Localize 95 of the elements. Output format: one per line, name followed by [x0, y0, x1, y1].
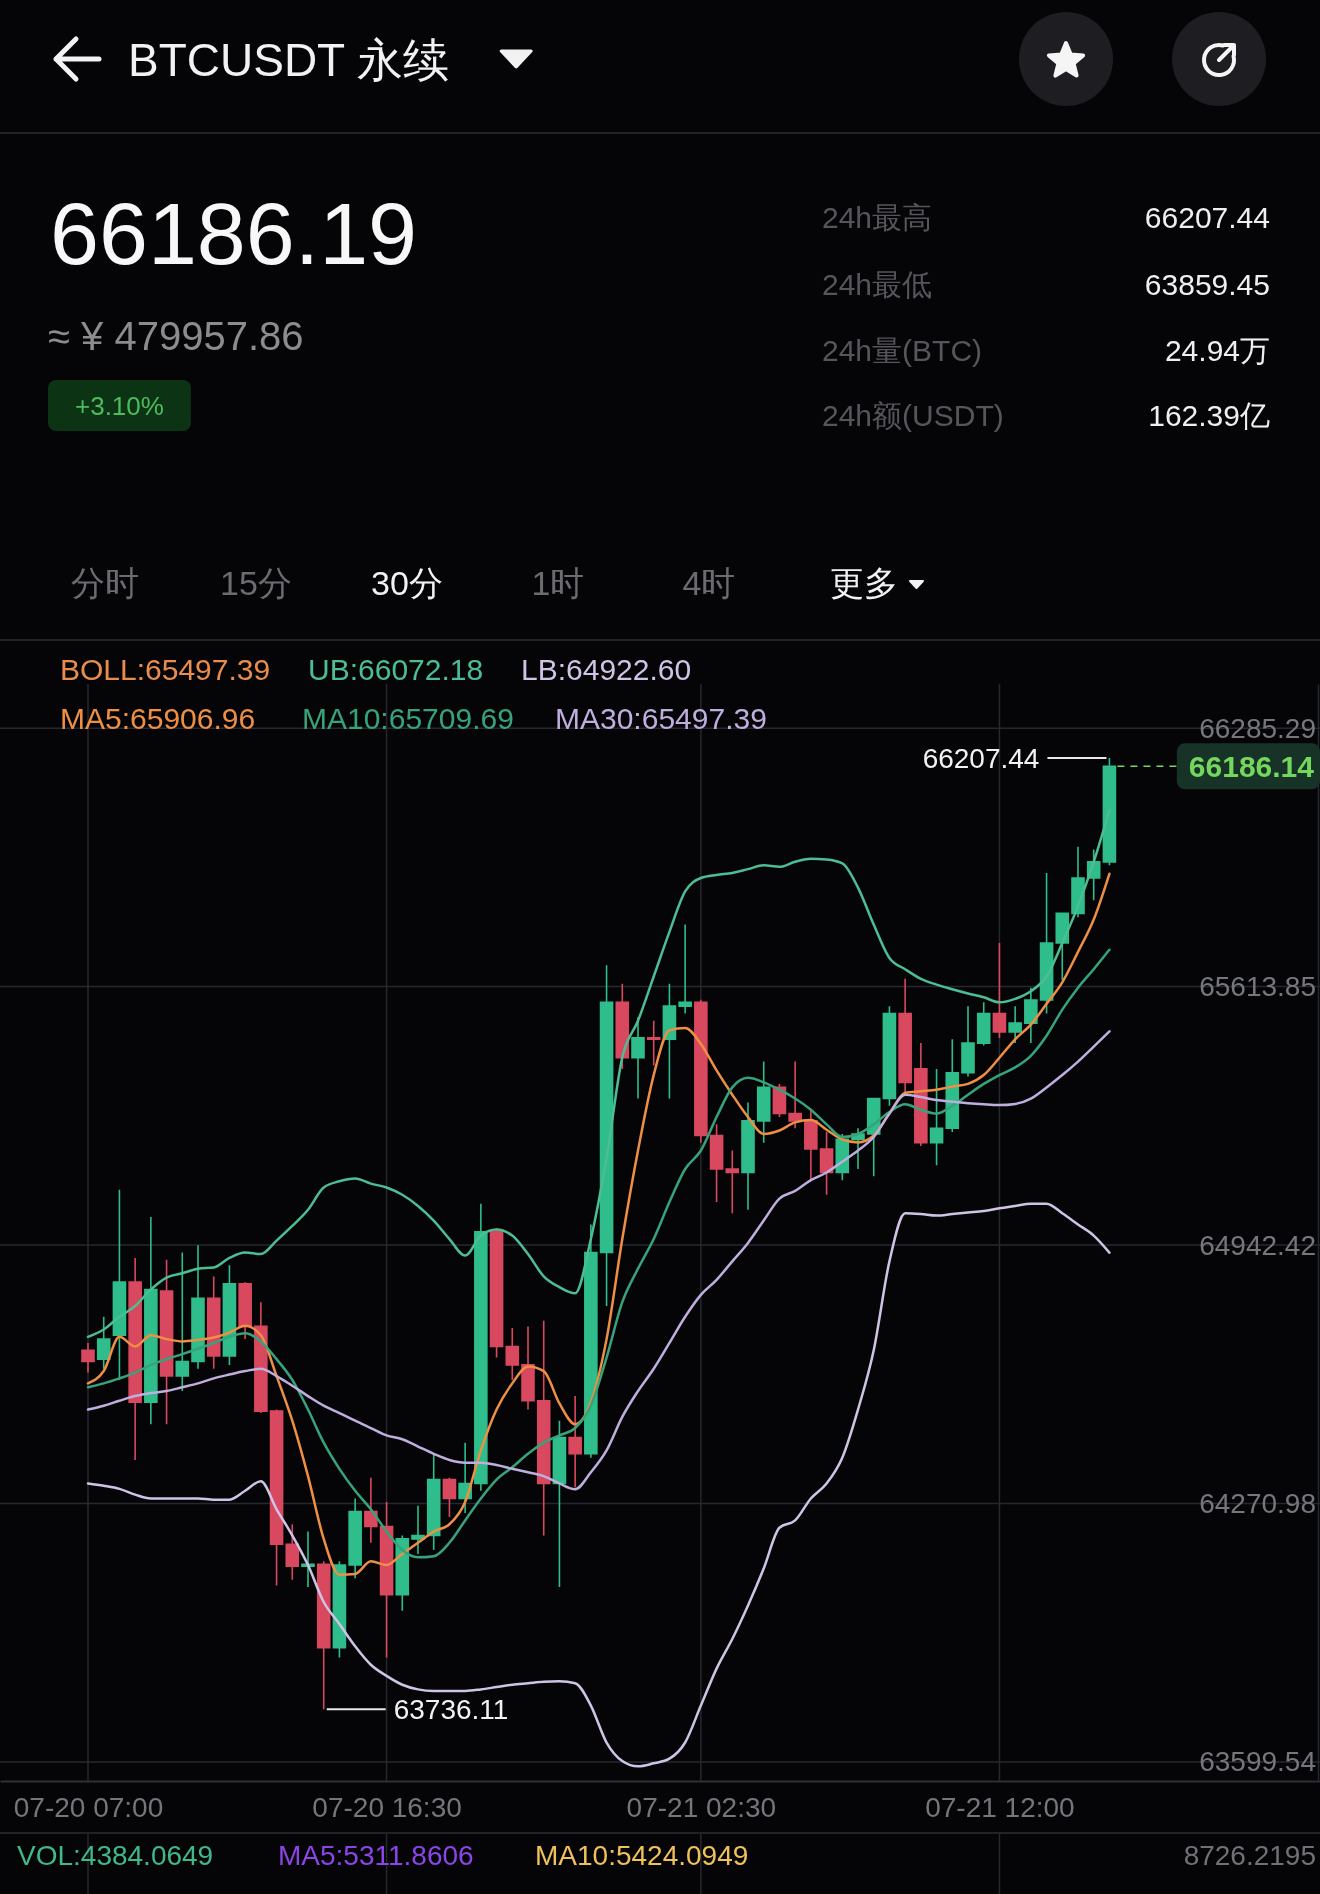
y-tick-label: 66285.29 [1199, 712, 1316, 744]
candlestick [238, 1281, 252, 1340]
candlestick [552, 1419, 567, 1588]
candlestick [568, 1395, 582, 1489]
candlestick [505, 1327, 520, 1381]
candlestick [914, 1042, 928, 1147]
text: 162.39亿 [1148, 399, 1270, 432]
candlestick [128, 1257, 142, 1461]
chart-title: BTCUSDT 永续 [128, 34, 450, 86]
text: 24h最低 [822, 268, 933, 301]
candlestick [316, 1560, 331, 1711]
candlestick [348, 1497, 362, 1579]
text: ≈ ¥ 479957.86 [48, 314, 304, 358]
candlestick [584, 1223, 598, 1459]
text: MA30:65497.39 [555, 702, 767, 735]
text: 更多 [830, 564, 898, 602]
candlestick [144, 1216, 158, 1425]
line-series [86, 1202, 1111, 1768]
candlestick [285, 1523, 300, 1581]
text: 分时 [71, 564, 139, 602]
candlestick [631, 1016, 645, 1100]
candlestick [929, 1068, 944, 1166]
candlestick [222, 1264, 237, 1366]
candlestick [976, 1001, 991, 1047]
annotation: 63736.11 [393, 1694, 509, 1726]
annotation: BOLL:65497.39 [60, 653, 271, 686]
text: +3.10% [75, 391, 164, 421]
candlestick [536, 1319, 551, 1537]
candlestick [992, 942, 1007, 1039]
line-series [86, 808, 1111, 1339]
text: 24.94万 [1164, 334, 1270, 367]
candlestick [1008, 1005, 1022, 1044]
text: 66186.19 [50, 184, 418, 283]
candlestick [159, 1259, 174, 1425]
text: UB:66072.18 [308, 653, 484, 686]
candlestick [474, 1202, 488, 1492]
text: MA10:65709.69 [302, 702, 514, 735]
candlestick [191, 1244, 205, 1370]
candlestick [961, 1005, 975, 1078]
text: 66207.44 [1144, 201, 1270, 234]
candlestick [269, 1408, 284, 1587]
candlestick [898, 978, 912, 1094]
candlestick [1102, 757, 1117, 867]
y-tick-label: 65613.85 [1199, 971, 1316, 1003]
candlestick [599, 964, 614, 1307]
candlestick [662, 983, 677, 1100]
candlestick [678, 923, 692, 1015]
text: 1时 [531, 564, 585, 602]
y-tick-label: 64942.42 [1199, 1229, 1316, 1261]
candlestick [694, 998, 708, 1144]
text: 15分 [220, 564, 292, 602]
text: 24h量(BTC) [822, 334, 983, 367]
candlestick [411, 1504, 425, 1555]
y-tick-label: 64270.98 [1199, 1487, 1316, 1519]
candlestick [788, 1060, 802, 1129]
text: LB:64922.60 [521, 653, 692, 686]
x-tick-label: 07-20 16:30 [312, 1791, 462, 1823]
candlestick [364, 1476, 378, 1544]
y-tick-label: 63599.54 [1199, 1746, 1316, 1778]
candlestick [646, 1020, 661, 1067]
x-tick-label: 07-21 02:30 [626, 1791, 777, 1823]
text: 8726.2195 [1183, 1840, 1316, 1871]
x-tick-label: 07-20 07:00 [13, 1791, 164, 1823]
candlestick [882, 1005, 897, 1107]
candlestick [301, 1530, 315, 1588]
text: 30分 [371, 564, 443, 602]
candlestick [756, 1060, 771, 1144]
candlestick [804, 1108, 818, 1181]
text: MA5:65906.96 [60, 702, 256, 735]
candlestick [615, 983, 630, 1070]
text: 24h最高 [822, 201, 933, 234]
candlestick [81, 1342, 95, 1374]
candlestick [379, 1501, 394, 1659]
text: MA5:5311.8606 [278, 1840, 474, 1871]
candlestick [521, 1325, 535, 1411]
candlestick [1055, 912, 1070, 981]
annotation: 66207.44 [922, 743, 1040, 775]
candlestick [819, 1131, 834, 1196]
candlestick [1024, 986, 1038, 1044]
candlestick [442, 1476, 457, 1518]
candlestick [426, 1453, 441, 1551]
candlestick [709, 1123, 724, 1203]
line-series [86, 1030, 1111, 1491]
text: VOL:4384.0649 [17, 1840, 214, 1871]
candlestick [206, 1275, 221, 1370]
x-tick-label: 07-21 12:00 [925, 1791, 1075, 1823]
ref-line-label: 66186.14 [1188, 750, 1315, 784]
candlestick [725, 1149, 740, 1215]
text: 4时 [682, 564, 736, 602]
candlestick [741, 1101, 755, 1211]
text: 24h额(USDT) [822, 399, 1004, 432]
candlestick [175, 1251, 190, 1392]
candlestick [96, 1316, 111, 1370]
text: 63859.45 [1144, 268, 1270, 301]
text: MA10:5424.0949 [535, 1840, 749, 1871]
